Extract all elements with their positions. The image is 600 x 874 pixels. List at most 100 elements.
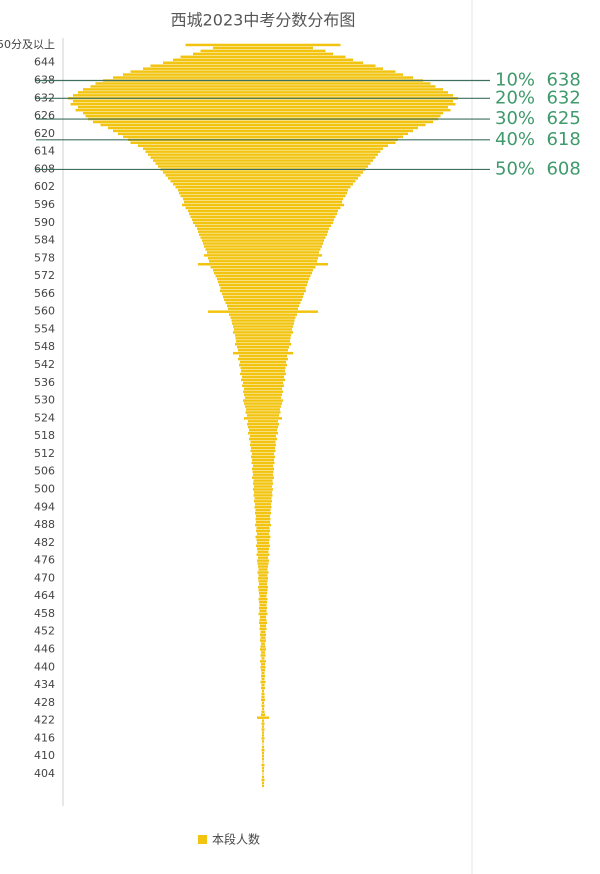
bar [259,594,267,598]
bar [83,88,443,91]
legend-swatch [198,835,207,844]
bar [235,337,291,340]
bar [258,556,268,559]
y-tick-label: 620 [34,127,55,140]
y-tick-label: 560 [34,305,55,318]
bar [244,387,282,390]
y-tick-label: 626 [34,109,55,122]
bar [261,737,265,740]
bar [261,671,265,675]
y-tick-label: 596 [34,198,55,211]
y-tick-label: 584 [34,234,55,247]
bar [225,301,301,305]
bar [255,503,271,506]
bar [233,331,293,334]
bar [184,200,342,204]
bar [153,159,373,162]
bar [247,414,279,417]
bar [257,550,269,553]
bar [193,221,333,225]
y-tick-label: 428 [34,696,55,709]
y-tick-label: 650分及以上 [0,38,55,51]
bar [261,663,265,666]
bar [251,455,275,459]
bar [262,743,264,746]
bar [223,295,303,299]
bar [180,55,346,59]
bar [150,64,376,67]
bar [123,135,403,139]
bar [235,334,291,337]
bar [100,123,426,127]
bar [260,654,266,657]
bar [210,265,316,269]
bar [180,194,346,198]
bar [261,749,265,752]
bar [243,399,283,402]
bar [255,523,271,527]
bar [261,683,265,687]
bar [261,778,265,782]
bar [257,541,269,545]
bar [85,114,441,118]
bar [215,274,311,278]
bar [258,597,268,601]
y-tick-label: 470 [34,571,55,584]
y-tick-label: 572 [34,269,55,282]
bar [190,215,336,219]
bar [262,775,264,779]
y-tick-label: 566 [34,287,55,300]
annotation-label: 40% 618 [495,129,581,150]
bar [182,203,344,207]
bar [73,94,453,97]
bar [260,624,266,628]
y-tick-label: 506 [34,465,55,478]
bar [213,268,313,272]
bar [249,437,277,441]
bar [261,710,265,713]
bar [253,473,273,476]
bar [239,354,287,358]
bar [251,461,275,465]
bar [262,772,264,776]
bar [233,325,293,328]
bar [242,375,284,379]
bar [262,740,264,743]
bar [261,674,265,678]
bar [244,402,282,405]
bar [158,165,368,168]
bar [244,417,282,420]
bar [253,479,273,482]
y-tick-label: 476 [34,554,55,567]
bar [232,322,294,325]
y-tick-label: 464 [34,589,55,602]
annotation-label: 20% 632 [495,87,581,108]
bar [261,669,265,672]
bar [113,129,413,133]
bar [260,660,266,663]
bar [252,452,274,456]
bar [175,185,351,189]
bar [260,680,266,684]
bar [227,304,299,307]
bar [253,494,273,497]
bar [250,434,276,438]
bar [241,369,285,373]
bar [202,239,324,242]
bar [236,340,290,343]
annotation-label: 30% 625 [495,108,581,129]
bar [113,76,413,79]
y-tick-label: 530 [34,394,55,407]
bar [245,411,281,414]
y-tick-label: 410 [34,749,55,762]
bar [259,603,267,607]
bar [193,52,333,56]
y-tick-label: 500 [34,482,55,495]
bar [253,482,273,485]
y-tick-label: 404 [34,767,55,780]
bar [260,630,266,633]
y-tick-label: 434 [34,678,55,691]
bar [246,408,280,411]
bar [252,458,274,462]
bar [197,227,329,230]
